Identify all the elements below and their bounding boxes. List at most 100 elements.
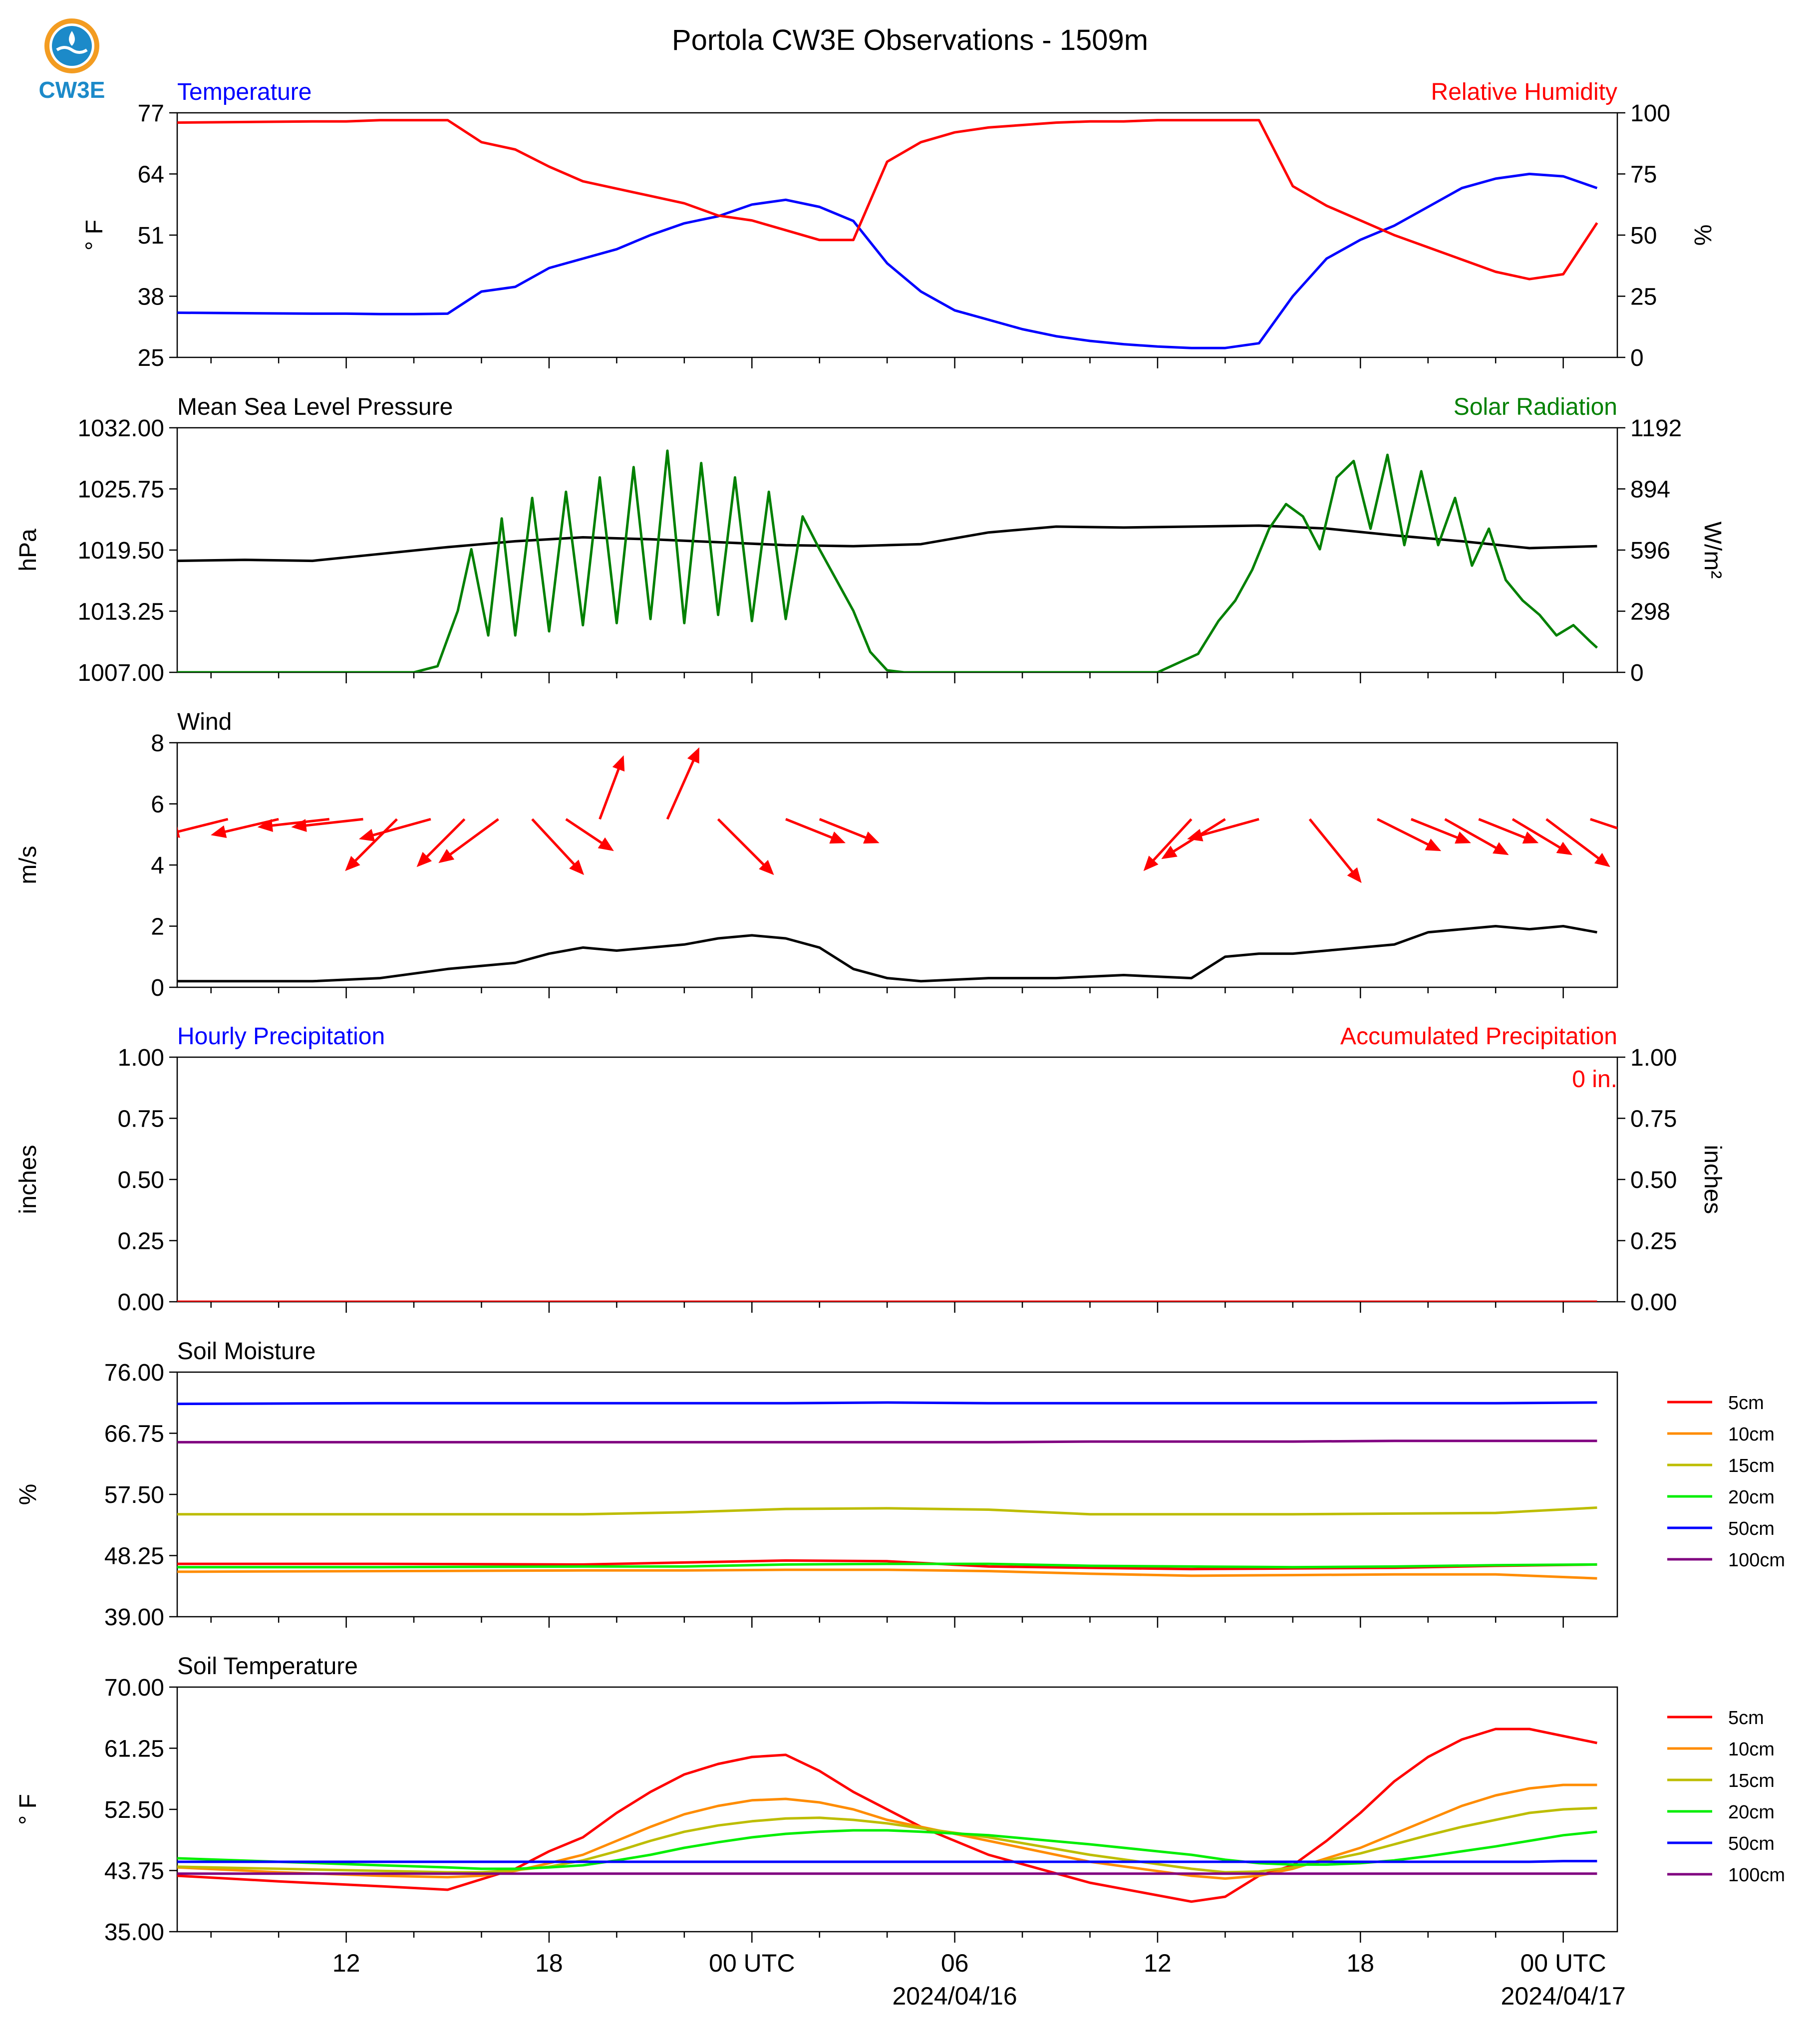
- y-axis-label: ° F: [81, 220, 108, 251]
- wind-arrow-shaft: [1478, 818, 1531, 841]
- plot-area: [177, 747, 1650, 983]
- series-line-10cm: [177, 1568, 1597, 1580]
- y-tick-label: 25: [138, 345, 164, 371]
- series-line-temperature: [177, 173, 1598, 349]
- wind-arrow: [416, 818, 466, 868]
- wind-arrow-shaft: [565, 818, 607, 848]
- x-tick-label: 18: [1346, 1949, 1374, 1977]
- y-tick-label: 1032.00: [77, 415, 164, 442]
- wind-arrow-shaft: [531, 818, 579, 869]
- wind-arrow-shaft: [300, 818, 363, 828]
- legend-label: 5cm: [1728, 1708, 1764, 1729]
- legend-label: 15cm: [1728, 1455, 1775, 1476]
- wind-arrow-shaft: [1512, 818, 1565, 852]
- y2-axis-label: W/m²: [1699, 522, 1726, 579]
- wind-arrow-head: [1187, 829, 1204, 842]
- y-tick-label: 64: [138, 162, 164, 188]
- y2-tick-label: 0.50: [1630, 1167, 1677, 1193]
- series-line-50cm: [177, 1860, 1597, 1863]
- panel-1: 25 38 51 64 77 0 25 50 75 100 Temperature Relative …: [81, 79, 1716, 371]
- y-tick-label: 0: [151, 975, 164, 1001]
- legend-label: 10cm: [1728, 1739, 1775, 1760]
- y2-tick-label: 0: [1630, 660, 1644, 686]
- logo-ring: [44, 18, 99, 73]
- wind-arrow-head: [177, 826, 180, 838]
- wind-arrow-shaft: [445, 818, 499, 859]
- wind-arrow-head: [1455, 831, 1471, 844]
- x-date-label: 2024/04/16: [893, 1982, 1017, 2010]
- wind-arrow-head: [416, 852, 432, 868]
- plot-area: [177, 1728, 1597, 1903]
- wind-arrow-head: [257, 819, 274, 832]
- right-title: Solar Radiation: [1454, 394, 1617, 420]
- accumulated-total-label: 0 in.: [1572, 1066, 1617, 1093]
- left-title: Mean Sea Level Pressure: [177, 394, 453, 420]
- panel-4: 0.00 0.25 0.50 0.75 1.00 0.00 0.25 0.50 0.75 1.00…: [15, 1023, 1726, 1316]
- wind-arrow-shaft: [1545, 818, 1604, 863]
- y-tick-label: 51: [138, 223, 164, 249]
- wind-arrow-shaft: [350, 818, 398, 866]
- y-tick-label: 0.50: [118, 1167, 164, 1193]
- y-tick-label: 43.75: [104, 1858, 164, 1885]
- y2-tick-label: 298: [1630, 599, 1670, 625]
- plot-area: [177, 449, 1598, 672]
- x-tick-label: 00 UTC: [709, 1949, 795, 1977]
- y2-tick-label: 1.00: [1630, 1045, 1677, 1071]
- y2-tick-label: 0.00: [1630, 1289, 1677, 1316]
- legend-label: 50cm: [1728, 1518, 1775, 1539]
- y-tick-label: 0.25: [118, 1228, 164, 1255]
- y-tick-label: 2: [151, 914, 164, 940]
- plot-frame: [176, 742, 1618, 988]
- wind-arrow: [785, 818, 846, 844]
- wind-arrow: [565, 818, 614, 852]
- series-line-100cm: [177, 1440, 1597, 1444]
- wind-arrow-head: [1425, 839, 1442, 852]
- wind-arrow-head: [211, 825, 227, 838]
- wind-arrow-shaft: [266, 818, 330, 828]
- wind-arrow: [257, 818, 330, 832]
- legend-label: 10cm: [1728, 1424, 1775, 1445]
- x-axis: 12 18 00 UTC 06 12 18 00 UTC 2024/04/16 2024/04/…: [332, 1949, 1626, 2010]
- x-tick-label: 12: [1144, 1949, 1172, 1977]
- wind-arrow-shaft: [1410, 818, 1464, 841]
- y-tick-label: 48.25: [104, 1543, 164, 1570]
- legend-label: 15cm: [1728, 1770, 1775, 1791]
- x-tick-label: 12: [332, 1949, 360, 1977]
- plot-frame: [176, 427, 1618, 673]
- y2-axis-label: inches: [1699, 1145, 1726, 1214]
- x-tick-label: 06: [941, 1949, 969, 1977]
- left-title: Temperature: [177, 79, 311, 105]
- y2-tick-label: 75: [1630, 162, 1657, 188]
- left-title: Hourly Precipitation: [177, 1023, 385, 1050]
- wind-arrow-shaft: [785, 818, 838, 841]
- logo-wave-icon: [56, 46, 88, 54]
- plot-frame: [176, 1056, 1618, 1303]
- wind-arrow-head: [1634, 828, 1650, 841]
- y-tick-label: 39.00: [104, 1604, 164, 1631]
- plot-area: [177, 1401, 1597, 1580]
- wind-arrow: [599, 755, 625, 820]
- y2-tick-label: 0.75: [1630, 1106, 1677, 1133]
- y2-tick-label: 596: [1630, 538, 1670, 564]
- y-tick-label: 76.00: [104, 1360, 164, 1386]
- wind-arrow: [1410, 818, 1471, 844]
- y2-tick-label: 100: [1630, 100, 1670, 127]
- cw3e-logo: CW3E: [39, 18, 105, 103]
- y-tick-label: 1.00: [118, 1045, 164, 1071]
- wind-arrow: [177, 818, 229, 838]
- right-title: Accumulated Precipitation: [1340, 1023, 1617, 1050]
- right-title: Relative Humidity: [1431, 79, 1617, 105]
- wind-arrow: [1377, 818, 1442, 852]
- wind-arrow-shaft: [1149, 818, 1193, 866]
- series-line-15cm: [177, 1506, 1597, 1516]
- y-tick-label: 38: [138, 284, 164, 310]
- wind-arrow-shaft: [1308, 818, 1357, 877]
- wind-arrow: [1143, 818, 1193, 871]
- wind-arrow-head: [759, 860, 774, 875]
- y-tick-label: 70.00: [104, 1675, 164, 1701]
- y-tick-label: 1025.75: [77, 477, 164, 503]
- wind-arrow: [345, 818, 398, 871]
- left-title: Soil Moisture: [177, 1338, 315, 1365]
